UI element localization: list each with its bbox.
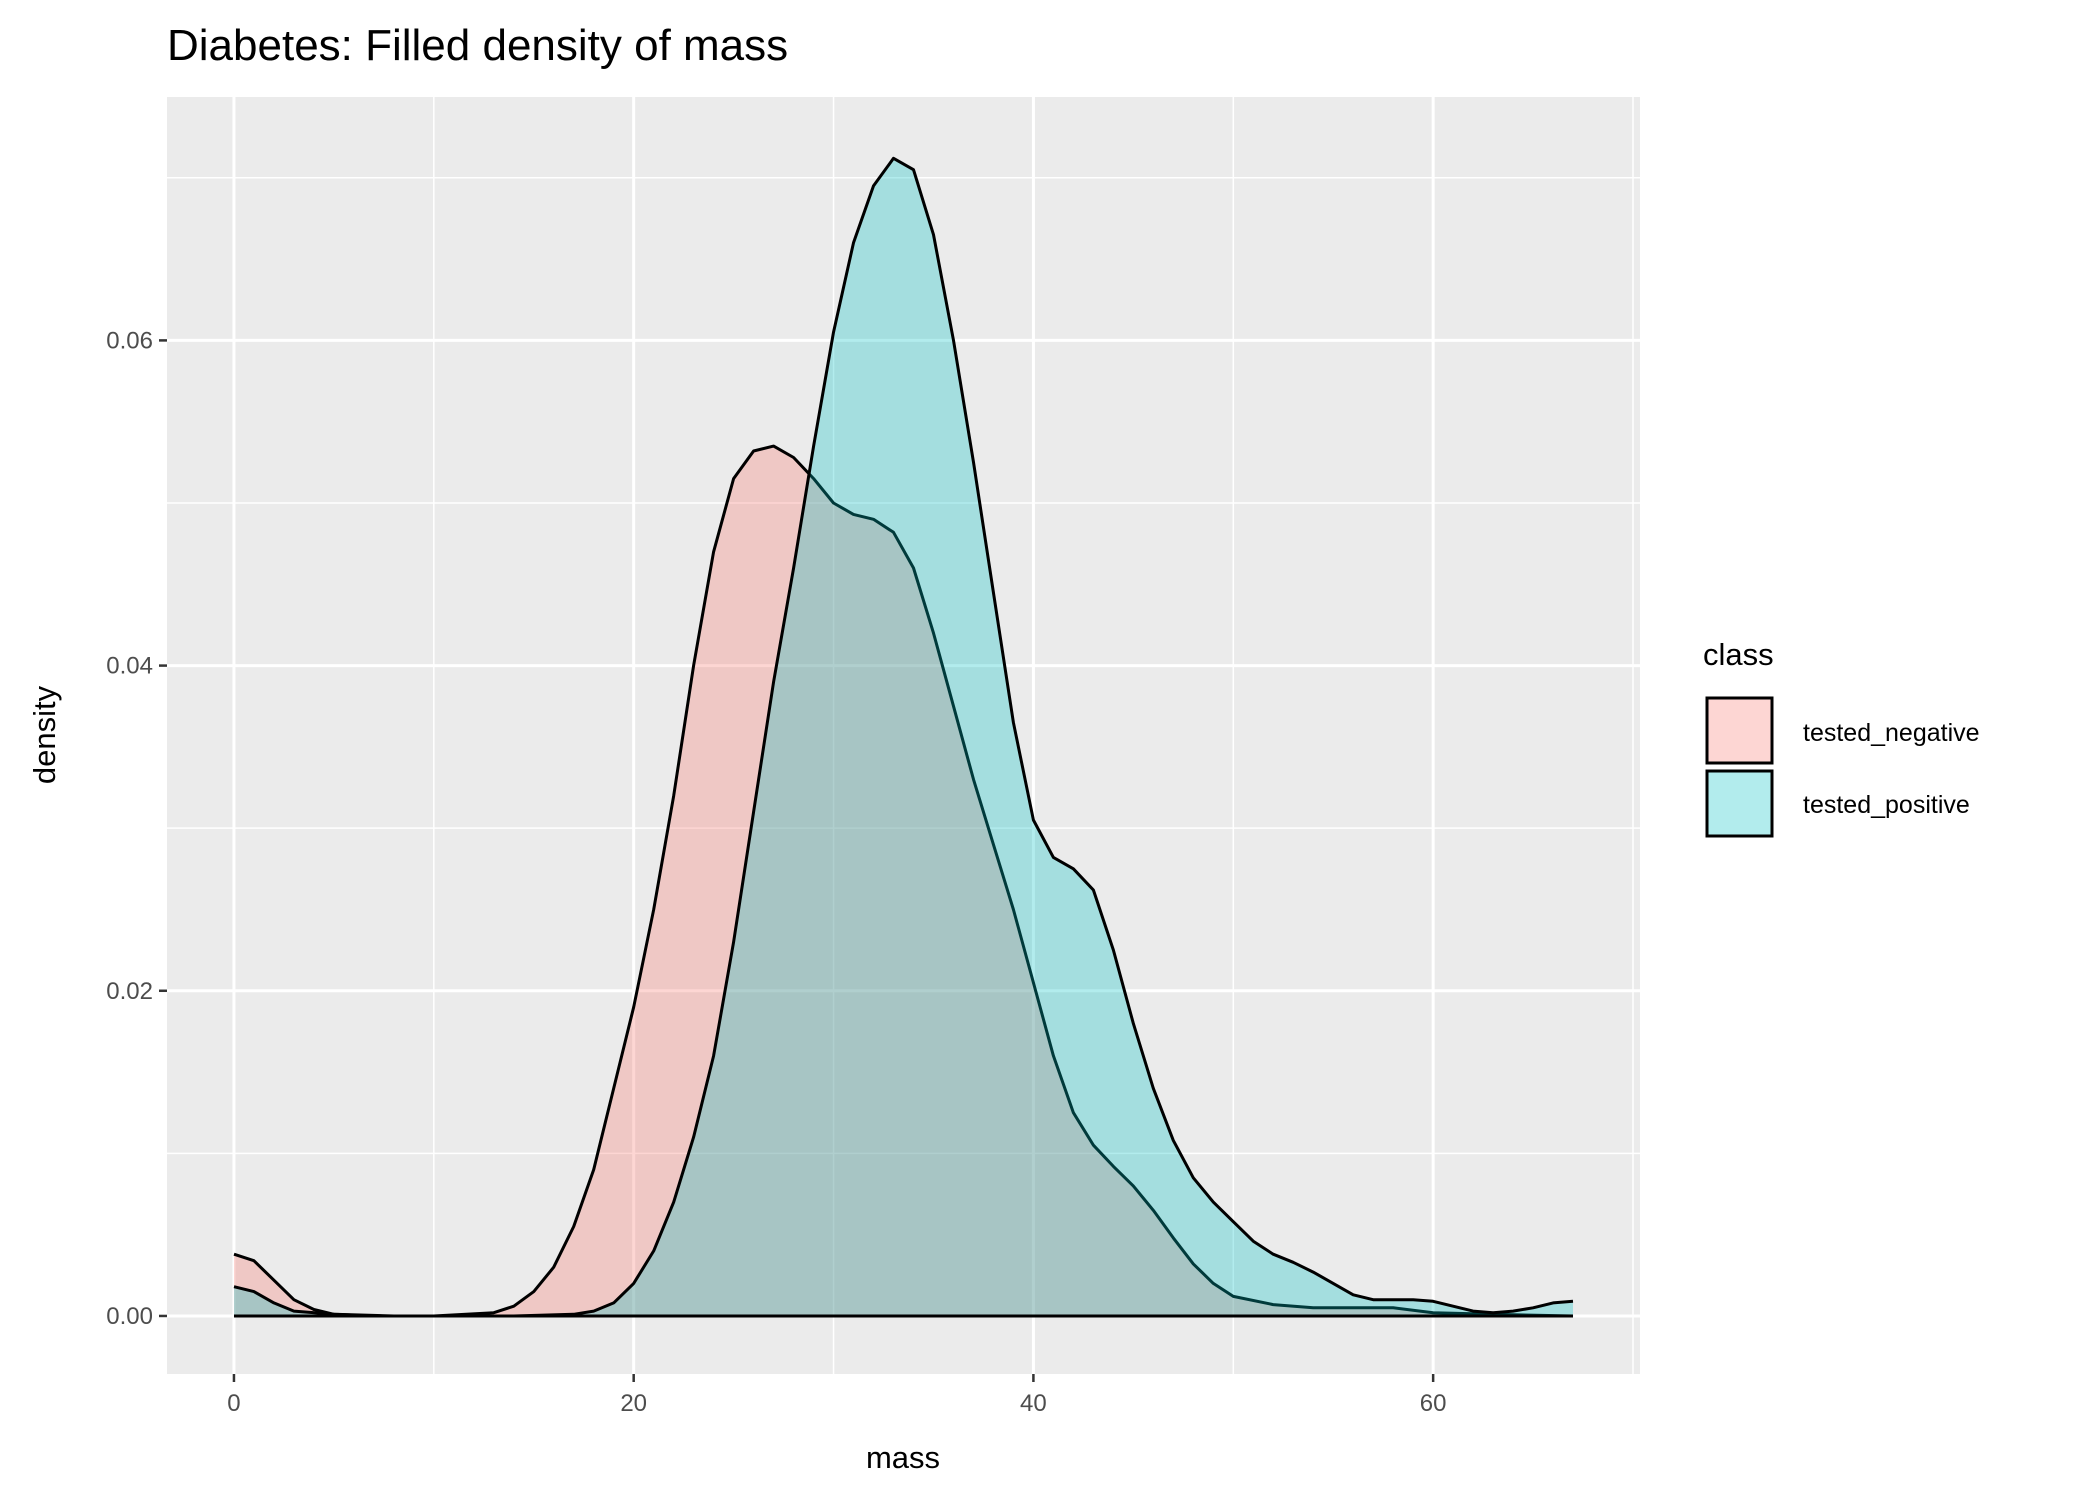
legend-key-tested-negative	[1705, 696, 1774, 765]
density-line-tested-negative	[233, 444, 1574, 1318]
legend: class tested_negative tested_positive	[1703, 637, 1980, 838]
y-tick-label: 0.00	[106, 1303, 153, 1330]
x-tick-label: 40	[1020, 1390, 1047, 1417]
x-axis-title: mass	[866, 1440, 940, 1475]
legend-key-tested-positive	[1705, 769, 1774, 838]
density-area-tested-positive	[234, 158, 1573, 1316]
legend-label-tested-negative: tested_negative	[1803, 719, 1980, 747]
density-area-tested-negative	[234, 446, 1573, 1317]
plot-panel	[167, 97, 1640, 1374]
y-tick-label: 0.06	[106, 327, 153, 354]
major-gridlines	[167, 97, 1640, 1374]
legend-title: class	[1703, 637, 1774, 672]
x-tick-label: 60	[1420, 1390, 1447, 1417]
chart-title: Diabetes: Filled density of mass	[167, 21, 788, 70]
x-tick-label: 0	[227, 1390, 240, 1417]
legend-label-tested-positive: tested_positive	[1803, 791, 1970, 819]
y-axis: 0.00 0.02 0.04 0.06	[106, 327, 167, 1330]
density-line-tested-positive	[233, 156, 1574, 1318]
density-areas	[233, 156, 1574, 1318]
y-tick-label: 0.04	[106, 653, 153, 680]
minor-gridlines	[167, 97, 1640, 1374]
x-axis: 0 20 40 60	[227, 1374, 1446, 1417]
y-tick-label: 0.02	[106, 978, 153, 1005]
y-axis-title: density	[27, 685, 62, 784]
x-tick-label: 20	[620, 1390, 647, 1417]
